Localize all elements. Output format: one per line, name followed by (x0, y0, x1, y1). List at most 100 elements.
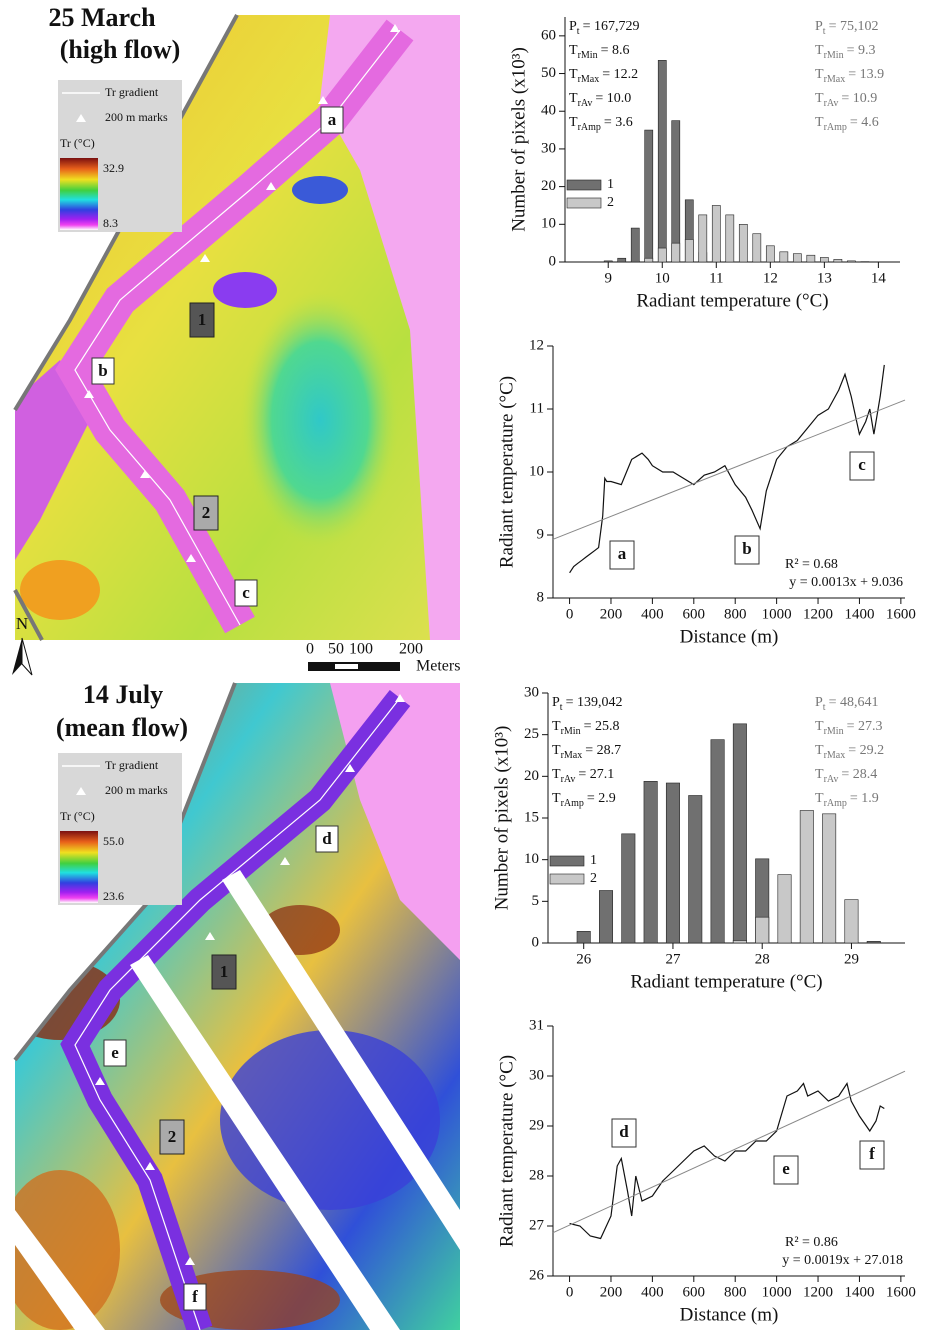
stat-text: = 25.8 (584, 719, 620, 734)
r-squared: R² = 0.68 (785, 557, 838, 572)
y-tick-label: 5 (532, 893, 540, 909)
bar (820, 257, 829, 263)
bar (799, 810, 814, 944)
bar (806, 254, 816, 263)
annotation-box (611, 1118, 637, 1148)
x-tick-label: 27 (665, 951, 681, 967)
y-tick-label: 30 (541, 140, 556, 156)
bar (643, 781, 658, 944)
stat-sub: rAmp (824, 798, 847, 809)
stat-symbol: T (569, 67, 578, 82)
stat: TrMax = 13.9 (815, 67, 884, 85)
legend-swatch (566, 179, 602, 191)
x-axis-label: Radiant temperature (°C) (630, 971, 822, 992)
y-tick-label: 0 (549, 253, 557, 269)
x-tick-label: 600 (683, 606, 706, 622)
stat-sub: rAv (824, 98, 839, 109)
bar (621, 833, 636, 944)
legend-max: 55.0 (103, 834, 124, 848)
annotation-box (734, 535, 760, 565)
stat-text: = 167,729 (583, 19, 640, 34)
bar (833, 259, 843, 263)
x-tick-label: 400 (641, 1284, 664, 1300)
stat-sub: t (823, 26, 826, 37)
y-tick-label: 50 (541, 65, 556, 81)
x-tick-label: 200 (600, 1284, 623, 1300)
x-tick-label: 1000 (762, 606, 792, 622)
stat-sub: rAmp (578, 122, 601, 133)
legend-label: 200 m marks (105, 110, 168, 124)
scale-tick: 50 (328, 641, 344, 658)
annotation-box (849, 451, 875, 481)
y-tick-label: 0 (532, 934, 540, 950)
y-axis-label: Number of pixels (x10³) (508, 47, 529, 232)
stat: TrAmp = 2.9 (552, 791, 616, 809)
stat-sub: rMax (824, 750, 846, 761)
x-tick-label: 1600 (886, 606, 916, 622)
y-tick-label: 20 (524, 768, 539, 784)
stat: TrMax = 12.2 (569, 67, 638, 85)
x-tick-label: 200 (600, 606, 623, 622)
x-tick-label: 14 (871, 270, 887, 286)
legend-label: 2 (607, 195, 614, 210)
zone-label: 1 (198, 310, 207, 329)
site-label: f (192, 1287, 198, 1306)
equation: y = 0.0013x + 9.036 (789, 575, 903, 590)
bar (576, 931, 591, 944)
stat: Pt = 75,102 (815, 19, 878, 37)
map-subtitle: (high flow) (60, 35, 181, 64)
fit-line (552, 1070, 906, 1234)
y-axis-label: Radiant temperature (°C) (496, 1055, 517, 1247)
stat-sub: rAv (561, 774, 576, 785)
thermal-map (15, 15, 460, 640)
map-title: 25 March (48, 3, 156, 32)
data-line (569, 1082, 885, 1240)
y-tick-label: 12 (529, 337, 544, 353)
bar (671, 120, 681, 263)
y-tick-label: 25 (524, 726, 539, 742)
map-subtitle: (mean flow) (56, 713, 188, 742)
scale-tick: 200 (399, 641, 423, 658)
x-tick-label: 29 (844, 951, 859, 967)
y-axis-label: Radiant temperature (°C) (496, 376, 517, 568)
y-tick-label: 10 (529, 463, 544, 479)
stat-text: = 139,042 (566, 695, 623, 710)
bar (755, 916, 770, 944)
stat-sub: rAv (824, 774, 839, 785)
legend-swatch (549, 873, 585, 885)
annotation: a (618, 544, 627, 563)
stat-sub: t (823, 702, 826, 713)
stat-symbol: P (815, 19, 823, 34)
x-tick-label: 1400 (844, 606, 874, 622)
stat-sub: rAmp (824, 122, 847, 133)
stat: TrMin = 9.3 (815, 43, 875, 61)
stat-sub: rMax (561, 750, 583, 761)
y-tick-label: 11 (530, 400, 544, 416)
x-tick-label: 400 (641, 606, 664, 622)
x-axis-label: Distance (m) (680, 626, 779, 647)
stat-text: = 28.7 (585, 743, 621, 758)
stat-symbol: P (815, 695, 823, 710)
x-tick-label: 13 (817, 270, 832, 286)
legend-label: Tr (°C) (60, 136, 95, 150)
x-tick-label: 9 (604, 270, 612, 286)
annotation-box (609, 540, 635, 570)
bar (711, 205, 721, 263)
bar (617, 257, 627, 263)
x-tick-label: 800 (724, 606, 747, 622)
y-tick-label: 27 (529, 1217, 545, 1233)
stat-symbol: T (815, 43, 824, 58)
legend-label: Tr (°C) (60, 809, 95, 823)
bar (644, 257, 654, 263)
stat-text: = 29.2 (848, 743, 884, 758)
annotation: e (782, 1159, 790, 1178)
bar (765, 245, 775, 263)
legend-label: 1 (607, 177, 614, 192)
bar (698, 214, 708, 263)
annotation: d (619, 1122, 629, 1141)
annotation-box (859, 1140, 885, 1170)
stat-sub: rAv (578, 98, 593, 109)
stat: TrAmp = 1.9 (815, 791, 879, 809)
stat-text: = 27.3 (847, 719, 883, 734)
x-axis-label: Distance (m) (680, 1304, 779, 1325)
